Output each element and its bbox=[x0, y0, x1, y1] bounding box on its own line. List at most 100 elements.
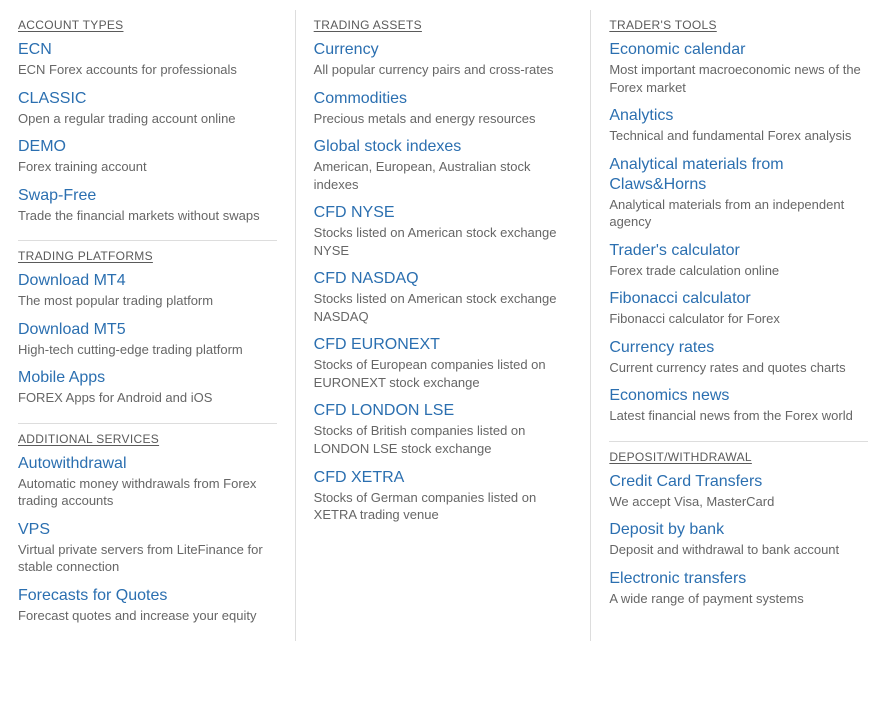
item-desc: Stocks listed on American stock exchange… bbox=[314, 224, 573, 259]
menu-item: Commodities Precious metals and energy r… bbox=[314, 89, 573, 128]
menu-item: CFD NYSE Stocks listed on American stock… bbox=[314, 203, 573, 259]
link-electronic-transfers[interactable]: Electronic transfers bbox=[609, 569, 868, 589]
menu-item: CFD LONDON LSE Stocks of British compani… bbox=[314, 401, 573, 457]
menu-item: Download MT4 The most popular trading pl… bbox=[18, 271, 277, 310]
menu-item: CFD EURONEXT Stocks of European companie… bbox=[314, 335, 573, 391]
item-desc: Current currency rates and quotes charts bbox=[609, 359, 868, 377]
mega-menu: ACCOUNT TYPES ECN ECN Forex accounts for… bbox=[0, 10, 886, 641]
item-desc: High-tech cutting-edge trading platform bbox=[18, 341, 277, 359]
link-classic[interactable]: CLASSIC bbox=[18, 89, 277, 109]
link-forecasts-for-quotes[interactable]: Forecasts for Quotes bbox=[18, 586, 277, 606]
menu-item: Economics news Latest financial news fro… bbox=[609, 386, 868, 425]
item-desc: Precious metals and energy resources bbox=[314, 110, 573, 128]
item-desc: Analytical materials from an independent… bbox=[609, 196, 868, 231]
item-desc: Forecast quotes and increase your equity bbox=[18, 607, 277, 625]
link-fibonacci-calculator[interactable]: Fibonacci calculator bbox=[609, 289, 868, 309]
link-traders-calculator[interactable]: Trader's calculator bbox=[609, 241, 868, 261]
menu-item: Download MT5 High-tech cutting-edge trad… bbox=[18, 320, 277, 359]
menu-item: CFD NASDAQ Stocks listed on American sto… bbox=[314, 269, 573, 325]
section-trading-assets: TRADING ASSETS Currency All popular curr… bbox=[314, 10, 573, 540]
menu-column-2: TRADER'S TOOLS Economic calendar Most im… bbox=[590, 10, 886, 641]
link-economic-calendar[interactable]: Economic calendar bbox=[609, 40, 868, 60]
link-download-mt5[interactable]: Download MT5 bbox=[18, 320, 277, 340]
item-desc: Technical and fundamental Forex analysis bbox=[609, 127, 868, 145]
menu-item: Credit Card Transfers We accept Visa, Ma… bbox=[609, 472, 868, 511]
menu-item: Fibonacci calculator Fibonacci calculato… bbox=[609, 289, 868, 328]
menu-item: ECN ECN Forex accounts for professionals bbox=[18, 40, 277, 79]
menu-item: CFD XETRA Stocks of German companies lis… bbox=[314, 468, 573, 524]
menu-item: Mobile Apps FOREX Apps for Android and i… bbox=[18, 368, 277, 407]
link-claws-horns[interactable]: Analytical materials from Claws&Horns bbox=[609, 155, 868, 195]
section-heading[interactable]: DEPOSIT/WITHDRAWAL bbox=[609, 450, 868, 464]
link-credit-card-transfers[interactable]: Credit Card Transfers bbox=[609, 472, 868, 492]
item-desc: Virtual private servers from LiteFinance… bbox=[18, 541, 277, 576]
link-swap-free[interactable]: Swap-Free bbox=[18, 186, 277, 206]
link-analytics[interactable]: Analytics bbox=[609, 106, 868, 126]
link-mobile-apps[interactable]: Mobile Apps bbox=[18, 368, 277, 388]
menu-item: Global stock indexes American, European,… bbox=[314, 137, 573, 193]
link-download-mt4[interactable]: Download MT4 bbox=[18, 271, 277, 291]
link-cfd-xetra[interactable]: CFD XETRA bbox=[314, 468, 573, 488]
menu-item: Autowithdrawal Automatic money withdrawa… bbox=[18, 454, 277, 510]
menu-item: CLASSIC Open a regular trading account o… bbox=[18, 89, 277, 128]
item-desc: Deposit and withdrawal to bank account bbox=[609, 541, 868, 559]
menu-item: Currency rates Current currency rates an… bbox=[609, 338, 868, 377]
item-desc: Trade the financial markets without swap… bbox=[18, 207, 277, 225]
menu-item: VPS Virtual private servers from LiteFin… bbox=[18, 520, 277, 576]
section-account-types: ACCOUNT TYPES ECN ECN Forex accounts for… bbox=[18, 10, 277, 240]
item-desc: Automatic money withdrawals from Forex t… bbox=[18, 475, 277, 510]
item-desc: American, European, Australian stock ind… bbox=[314, 158, 573, 193]
item-desc: Most important macroeconomic news of the… bbox=[609, 61, 868, 96]
link-cfd-london-lse[interactable]: CFD LONDON LSE bbox=[314, 401, 573, 421]
item-desc: Stocks of British companies listed on LO… bbox=[314, 422, 573, 457]
item-desc: The most popular trading platform bbox=[18, 292, 277, 310]
item-desc: ECN Forex accounts for professionals bbox=[18, 61, 277, 79]
link-cfd-euronext[interactable]: CFD EURONEXT bbox=[314, 335, 573, 355]
menu-item: Trader's calculator Forex trade calculat… bbox=[609, 241, 868, 280]
link-commodities[interactable]: Commodities bbox=[314, 89, 573, 109]
item-desc: We accept Visa, MasterCard bbox=[609, 493, 868, 511]
section-heading[interactable]: TRADER'S TOOLS bbox=[609, 18, 868, 32]
menu-column-1: TRADING ASSETS Currency All popular curr… bbox=[295, 10, 591, 641]
item-desc: Latest financial news from the Forex wor… bbox=[609, 407, 868, 425]
link-cfd-nyse[interactable]: CFD NYSE bbox=[314, 203, 573, 223]
item-desc: Fibonacci calculator for Forex bbox=[609, 310, 868, 328]
menu-item: Forecasts for Quotes Forecast quotes and… bbox=[18, 586, 277, 625]
section-deposit-withdrawal: DEPOSIT/WITHDRAWAL Credit Card Transfers… bbox=[609, 441, 868, 624]
item-desc: Open a regular trading account online bbox=[18, 110, 277, 128]
menu-item: Analytics Technical and fundamental Fore… bbox=[609, 106, 868, 145]
menu-item: Swap-Free Trade the financial markets wi… bbox=[18, 186, 277, 225]
section-additional-services: ADDITIONAL SERVICES Autowithdrawal Autom… bbox=[18, 423, 277, 641]
item-desc: FOREX Apps for Android and iOS bbox=[18, 389, 277, 407]
link-ecn[interactable]: ECN bbox=[18, 40, 277, 60]
link-vps[interactable]: VPS bbox=[18, 520, 277, 540]
menu-item: Deposit by bank Deposit and withdrawal t… bbox=[609, 520, 868, 559]
menu-item: DEMO Forex training account bbox=[18, 137, 277, 176]
section-heading[interactable]: TRADING PLATFORMS bbox=[18, 249, 277, 263]
menu-column-0: ACCOUNT TYPES ECN ECN Forex accounts for… bbox=[0, 10, 295, 641]
link-autowithdrawal[interactable]: Autowithdrawal bbox=[18, 454, 277, 474]
section-traders-tools: TRADER'S TOOLS Economic calendar Most im… bbox=[609, 10, 868, 441]
link-currency[interactable]: Currency bbox=[314, 40, 573, 60]
menu-item: Electronic transfers A wide range of pay… bbox=[609, 569, 868, 608]
item-desc: A wide range of payment systems bbox=[609, 590, 868, 608]
menu-item: Economic calendar Most important macroec… bbox=[609, 40, 868, 96]
link-cfd-nasdaq[interactable]: CFD NASDAQ bbox=[314, 269, 573, 289]
item-desc: Stocks listed on American stock exchange… bbox=[314, 290, 573, 325]
link-global-stock-indexes[interactable]: Global stock indexes bbox=[314, 137, 573, 157]
section-heading[interactable]: ADDITIONAL SERVICES bbox=[18, 432, 277, 446]
item-desc: Stocks of German companies listed on XET… bbox=[314, 489, 573, 524]
section-heading[interactable]: TRADING ASSETS bbox=[314, 18, 573, 32]
item-desc: Forex trade calculation online bbox=[609, 262, 868, 280]
section-trading-platforms: TRADING PLATFORMS Download MT4 The most … bbox=[18, 240, 277, 423]
menu-item: Currency All popular currency pairs and … bbox=[314, 40, 573, 79]
item-desc: Forex training account bbox=[18, 158, 277, 176]
item-desc: Stocks of European companies listed on E… bbox=[314, 356, 573, 391]
section-heading[interactable]: ACCOUNT TYPES bbox=[18, 18, 277, 32]
link-currency-rates[interactable]: Currency rates bbox=[609, 338, 868, 358]
link-economics-news[interactable]: Economics news bbox=[609, 386, 868, 406]
item-desc: All popular currency pairs and cross-rat… bbox=[314, 61, 573, 79]
menu-item: Analytical materials from Claws&Horns An… bbox=[609, 155, 868, 231]
link-demo[interactable]: DEMO bbox=[18, 137, 277, 157]
link-deposit-by-bank[interactable]: Deposit by bank bbox=[609, 520, 868, 540]
